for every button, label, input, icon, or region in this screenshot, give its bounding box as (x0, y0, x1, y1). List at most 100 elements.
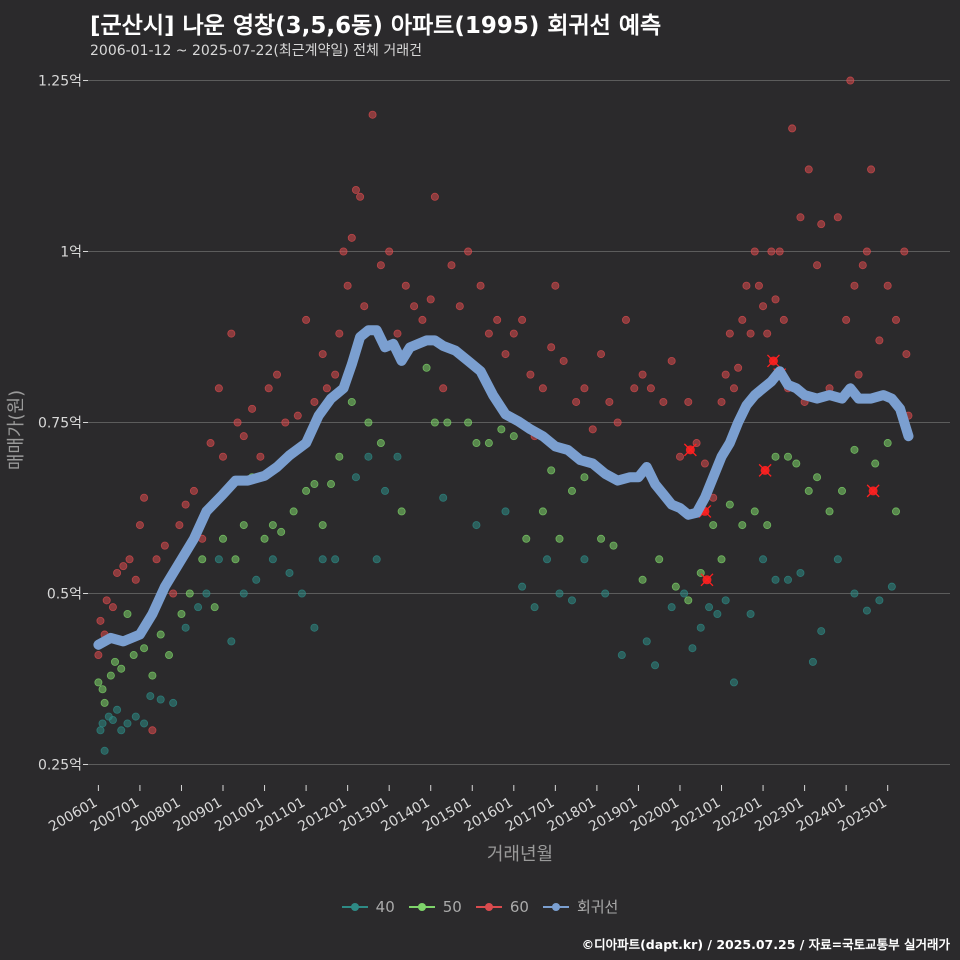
point-40 (146, 692, 155, 701)
point-50 (422, 363, 431, 372)
point-60 (518, 315, 527, 324)
point-60 (605, 397, 614, 406)
point-50 (318, 521, 327, 530)
point-40 (96, 726, 105, 735)
point-50 (310, 480, 319, 489)
point-50 (509, 432, 518, 441)
point-60 (310, 397, 319, 406)
point-50 (239, 521, 248, 530)
point-50 (268, 521, 277, 530)
point-40 (393, 452, 402, 461)
chart-subtitle: 2006-01-12 ~ 2025-07-22(최근계약일) 전체 거래건 (90, 43, 422, 59)
point-40 (364, 452, 373, 461)
point-50 (464, 418, 473, 427)
point-40 (214, 555, 223, 564)
point-60 (817, 220, 826, 229)
point-40 (131, 712, 140, 721)
point-60 (322, 384, 331, 393)
point-60 (850, 281, 859, 290)
point-60 (131, 575, 140, 584)
legend-item-60: 60 (475, 896, 529, 917)
point-40 (721, 596, 730, 605)
point-60 (842, 315, 851, 324)
point-50 (792, 459, 801, 468)
point-50 (763, 521, 772, 530)
point-60 (734, 363, 743, 372)
point-60 (248, 404, 257, 413)
point-60 (96, 616, 105, 625)
point-40 (667, 603, 676, 612)
point-50 (891, 507, 900, 516)
x-axis-label: 거래년월 (487, 844, 553, 865)
point-50 (100, 698, 109, 707)
point-60 (646, 384, 655, 393)
point-60 (339, 247, 348, 256)
point-60 (858, 261, 867, 270)
point-40 (100, 746, 109, 755)
point-50 (364, 418, 373, 427)
point-50 (837, 486, 846, 495)
point-60 (302, 315, 311, 324)
point-40 (117, 726, 126, 735)
point-50 (376, 439, 385, 448)
point-40 (169, 698, 178, 707)
point-40 (783, 575, 792, 584)
point-40 (318, 555, 327, 564)
point-60 (239, 432, 248, 441)
point-60 (148, 726, 157, 735)
point-60 (580, 384, 589, 393)
point-40 (156, 695, 165, 704)
point-60 (464, 247, 473, 256)
legend-label-50: 50 (442, 897, 462, 916)
point-40 (642, 637, 651, 646)
axes: 0.25억0.5억0.75억1억1.25억2006012007012008012… (38, 74, 890, 836)
legend-key-40 (341, 901, 368, 913)
point-60 (759, 302, 768, 311)
point-50 (177, 610, 186, 619)
point-40 (98, 719, 107, 728)
point-60 (767, 247, 776, 256)
point-50 (738, 521, 747, 530)
point-50 (804, 486, 813, 495)
point-40 (713, 610, 722, 619)
point-40 (501, 507, 510, 516)
point-50 (111, 657, 120, 666)
point-40 (875, 596, 884, 605)
point-60 (206, 439, 215, 448)
point-60 (900, 247, 909, 256)
point-40 (108, 716, 117, 725)
point-40 (771, 575, 780, 584)
point-40 (759, 555, 768, 564)
point-40 (680, 589, 689, 598)
point-60 (833, 213, 842, 222)
point-50 (750, 507, 759, 516)
legend-label-40: 40 (375, 897, 395, 916)
point-50 (327, 480, 336, 489)
point-60 (331, 370, 340, 379)
point-60 (750, 247, 759, 256)
point-50 (547, 466, 556, 475)
point-60 (775, 247, 784, 256)
point-40 (617, 651, 626, 660)
point-50 (671, 582, 680, 591)
point-40 (123, 719, 132, 728)
point-60 (293, 411, 302, 420)
point-50 (484, 439, 493, 448)
point-60 (788, 124, 797, 133)
point-60 (854, 370, 863, 379)
point-50 (198, 555, 207, 564)
point-60 (430, 192, 439, 201)
grid-lines (88, 80, 950, 765)
point-40 (696, 623, 705, 632)
legend-item-50: 50 (408, 896, 462, 917)
point-50 (472, 439, 481, 448)
point-50 (106, 671, 115, 680)
point-60 (638, 370, 647, 379)
point-40 (688, 644, 697, 653)
point-40 (297, 589, 306, 598)
point-60 (551, 281, 560, 290)
point-40 (833, 555, 842, 564)
point-50 (497, 425, 506, 434)
point-40 (862, 606, 871, 615)
